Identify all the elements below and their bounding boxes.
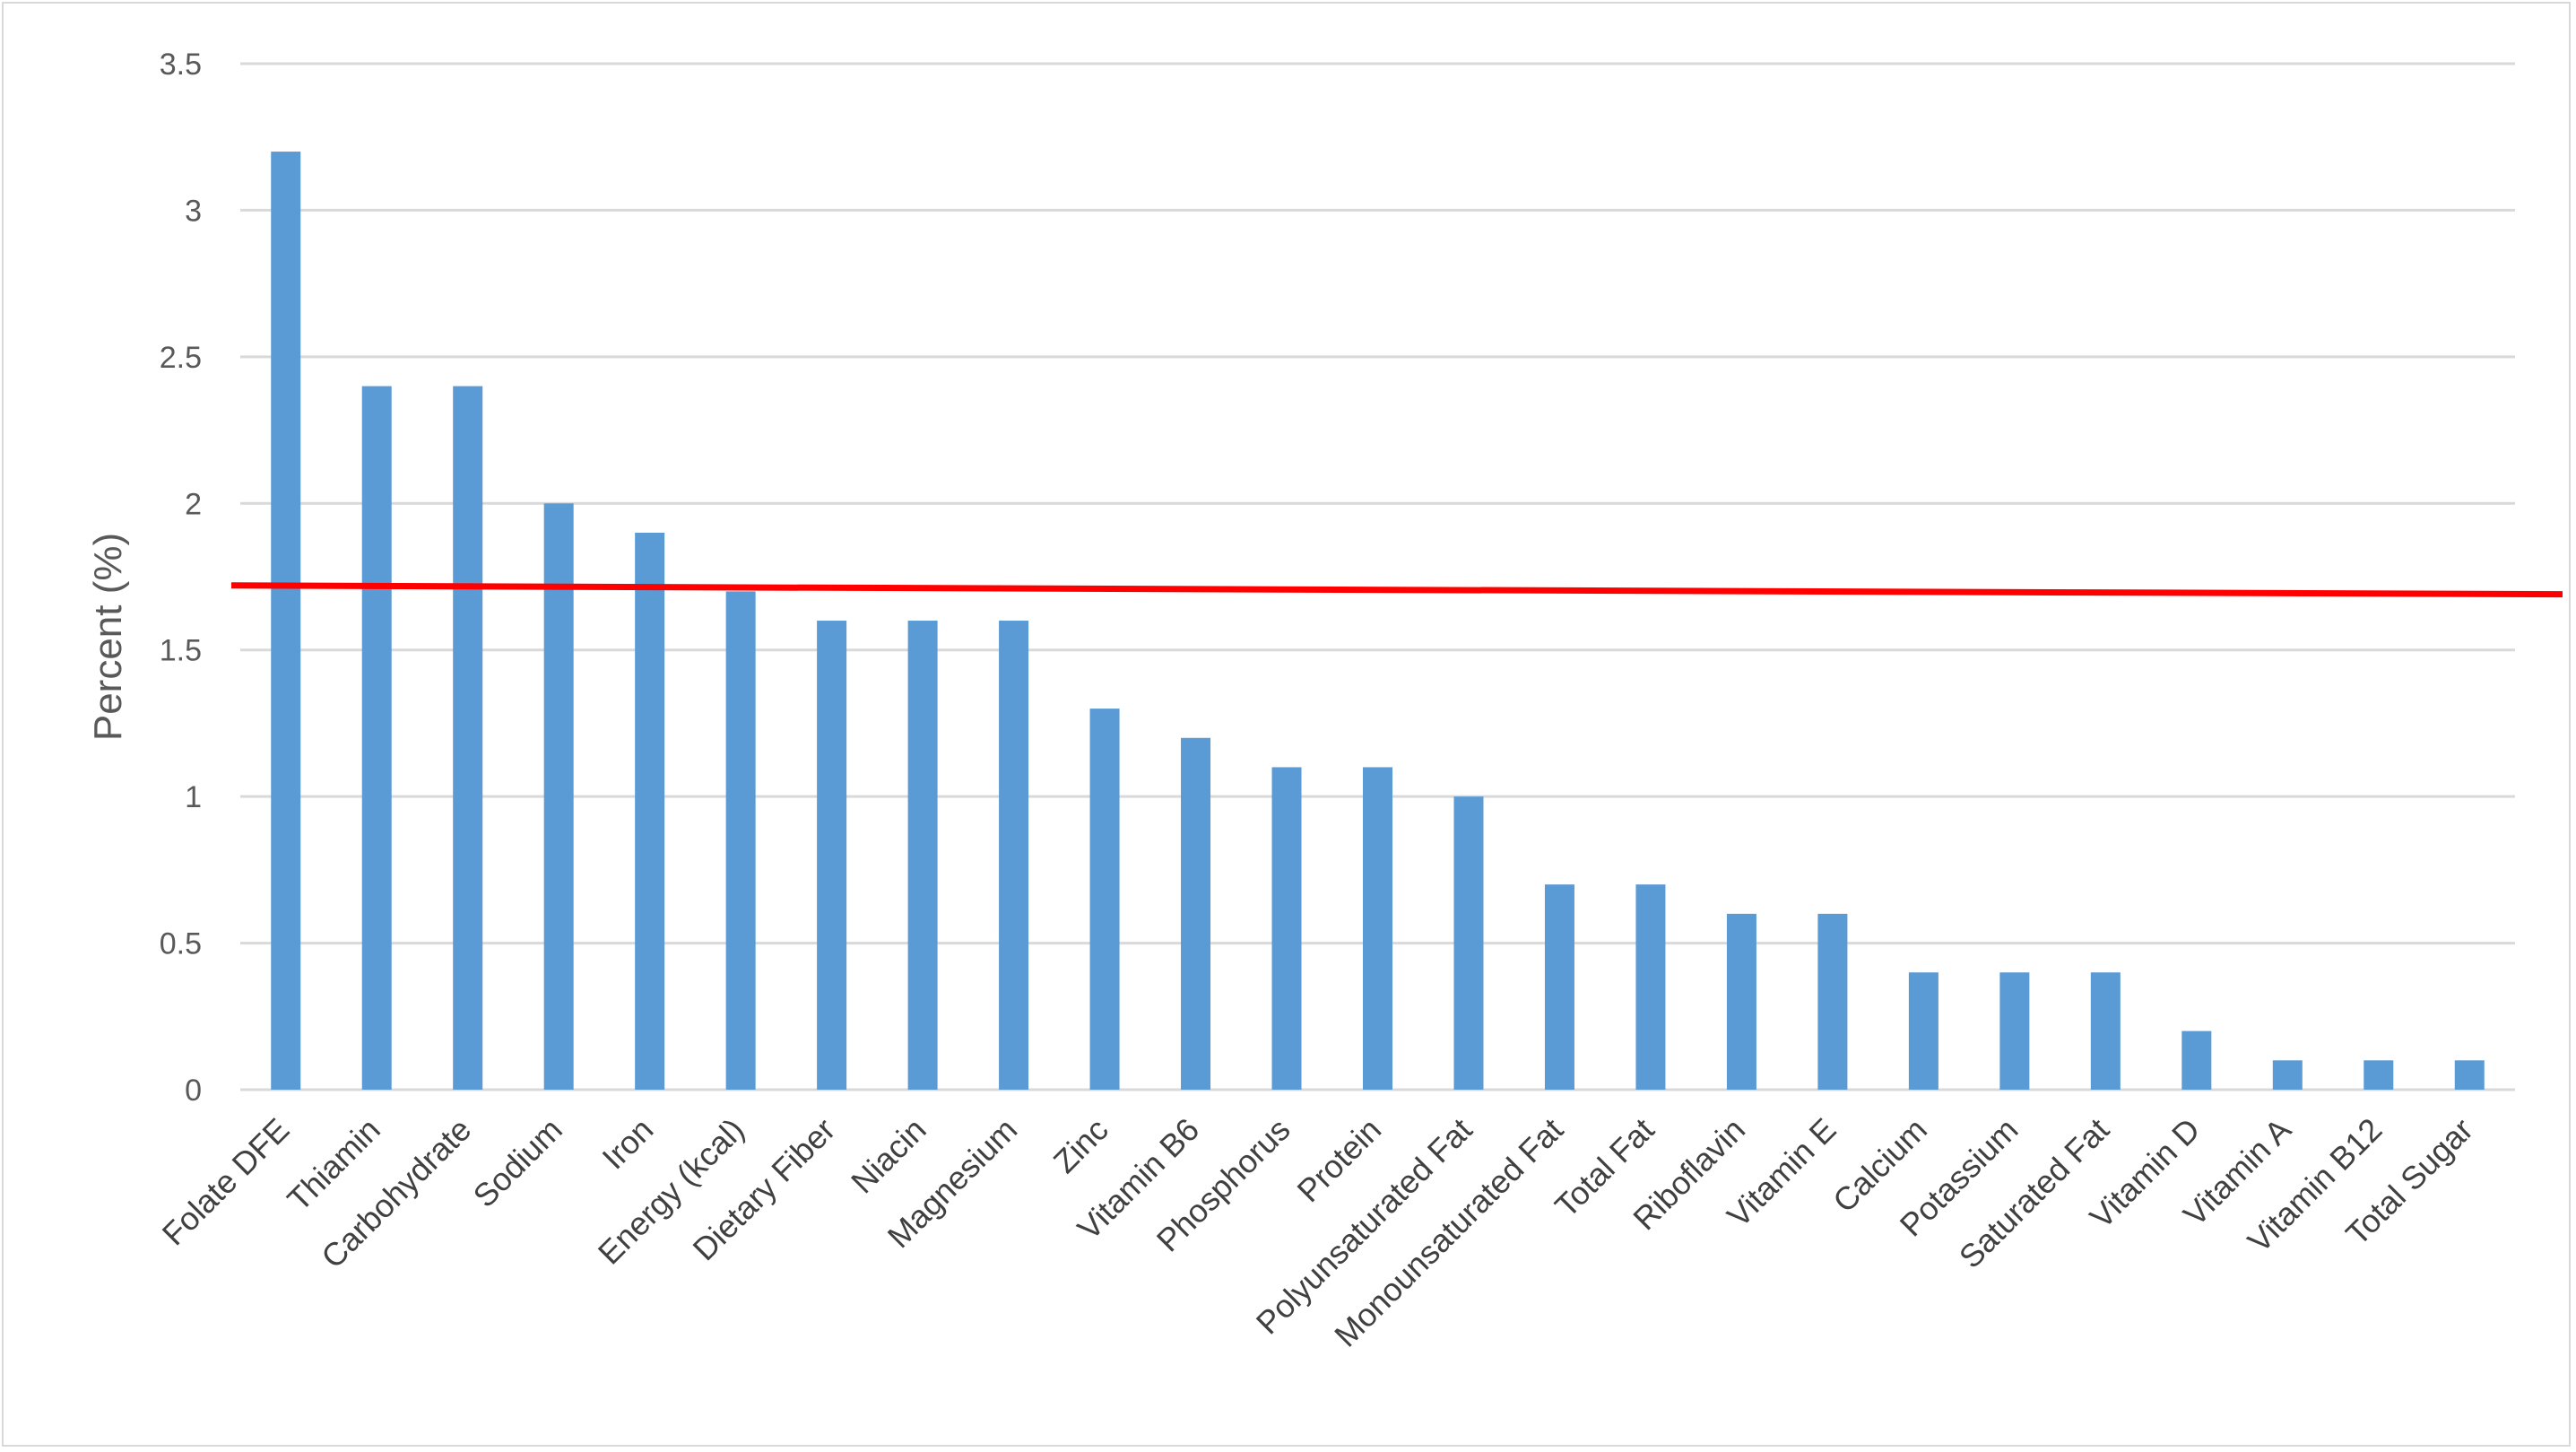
y-tick-label: 3: [185, 194, 202, 228]
y-tick-labels: 0 0.5 1 1.5 2 2.5 3 3.5: [160, 48, 202, 1108]
reference-line: [230, 582, 2563, 598]
bar: [725, 591, 756, 1090]
y-tick-label: 2: [185, 487, 202, 521]
bar: [635, 532, 665, 1090]
bar: [361, 386, 392, 1090]
y-tick-label: 1: [185, 780, 202, 814]
y-tick-label: 3.5: [160, 48, 202, 82]
bar: [1908, 972, 1939, 1090]
bar: [999, 621, 1029, 1090]
bar: [1635, 884, 1666, 1090]
bar: [817, 621, 847, 1090]
bar: [1999, 972, 2030, 1090]
bar: [1363, 767, 1392, 1090]
bar: [1453, 796, 1484, 1090]
bar: [2090, 972, 2121, 1090]
reference-line-layer: [230, 582, 2563, 598]
x-tick-label: Folate DFE: [155, 1111, 297, 1253]
bar: [453, 386, 483, 1090]
y-tick-label: 0: [185, 1074, 202, 1108]
bar: [1817, 913, 1848, 1090]
bar: [1271, 767, 1302, 1090]
x-tick-label: Iron: [594, 1111, 660, 1177]
bar: [543, 503, 574, 1090]
x-tick-label: Zinc: [1046, 1111, 1115, 1180]
bar: [907, 621, 938, 1090]
y-tick-label: 0.5: [160, 927, 202, 961]
gridlines: [240, 62, 2515, 1091]
bars: [271, 152, 2485, 1091]
bar: [2181, 1030, 2212, 1090]
x-tick-label: Sodium: [466, 1111, 569, 1214]
y-tick-label: 1.5: [160, 634, 202, 668]
bar: [2364, 1060, 2394, 1090]
bar: [1544, 884, 1574, 1090]
bar: [1181, 737, 1211, 1090]
bar: [1089, 709, 1120, 1090]
bar: [1726, 913, 1756, 1090]
y-axis-title: Percent (%): [86, 533, 130, 741]
bar: [271, 152, 301, 1091]
x-tick-label: Niacin: [844, 1111, 933, 1201]
bar: [2454, 1060, 2485, 1090]
bar: [2272, 1060, 2303, 1090]
y-tick-label: 2.5: [160, 341, 202, 375]
